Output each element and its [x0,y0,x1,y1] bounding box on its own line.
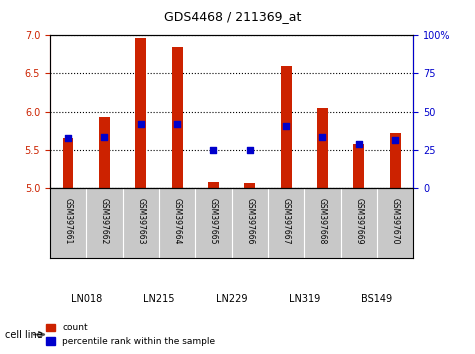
Text: GDS4468 / 211369_at: GDS4468 / 211369_at [164,10,302,23]
Text: GSM397664: GSM397664 [172,198,181,245]
Bar [135,38,146,188]
Text: LN215: LN215 [143,294,175,304]
Text: LN018: LN018 [71,294,102,304]
Text: GSM397663: GSM397663 [136,198,145,245]
Point [391,138,399,143]
Bar [99,117,110,188]
Bar [208,182,219,188]
Point [173,122,181,127]
Point [319,134,326,139]
Text: GSM397667: GSM397667 [282,198,291,245]
Bar [63,138,74,188]
Bar [281,66,292,188]
Point [137,121,144,126]
Point [282,123,290,129]
Text: cell line: cell line [5,330,42,339]
Text: LN319: LN319 [289,294,320,304]
Bar [244,183,255,188]
Text: GSM397665: GSM397665 [209,198,218,245]
Point [64,135,72,141]
Bar [317,108,328,188]
Text: LN229: LN229 [216,294,247,304]
Text: BS149: BS149 [361,294,392,304]
Point [355,141,362,147]
Text: GSM397661: GSM397661 [64,198,73,245]
Text: GSM397668: GSM397668 [318,198,327,245]
Text: GSM397669: GSM397669 [354,198,363,245]
Text: GSM397666: GSM397666 [245,198,254,245]
Bar [390,133,400,188]
Text: GSM397662: GSM397662 [100,198,109,245]
Point [209,147,217,152]
Bar [171,47,182,188]
Point [101,134,108,139]
Point [246,147,254,152]
Legend: count, percentile rank within the sample: count, percentile rank within the sample [43,320,219,349]
Text: GSM397670: GSM397670 [390,198,399,245]
Bar [353,144,364,188]
